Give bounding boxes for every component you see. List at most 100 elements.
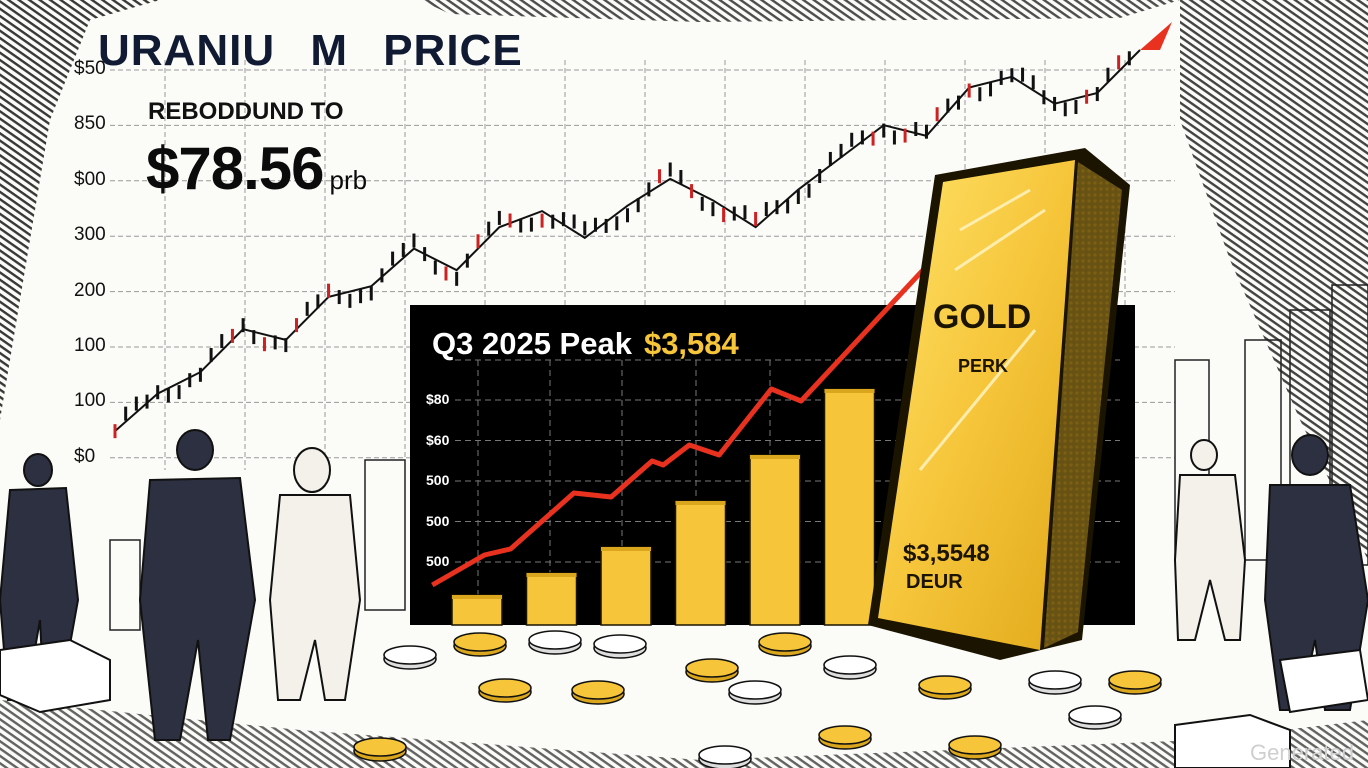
candle bbox=[252, 330, 256, 345]
candle bbox=[433, 260, 437, 275]
candle bbox=[882, 123, 886, 138]
bar bbox=[600, 546, 652, 626]
peak-label: Q3 2025 Peak $3,584 bbox=[432, 326, 739, 362]
candle bbox=[711, 202, 715, 217]
coin-icon bbox=[758, 632, 812, 652]
candle bbox=[1021, 67, 1025, 82]
candle bbox=[871, 131, 875, 146]
candle bbox=[850, 132, 854, 147]
candle bbox=[764, 202, 768, 217]
y-tick-label: 850 bbox=[74, 113, 106, 135]
coin-icon bbox=[593, 634, 647, 654]
headline-price: $78.56 prb bbox=[146, 134, 367, 203]
candle bbox=[198, 367, 202, 382]
candle bbox=[999, 70, 1003, 85]
candle bbox=[380, 268, 384, 283]
y-tick-label: $00 bbox=[74, 168, 106, 190]
coin-icon bbox=[453, 632, 507, 652]
candle bbox=[935, 107, 939, 122]
page-title: URANIU M PRICE bbox=[98, 26, 523, 75]
inner-y-tick-label: 500 bbox=[426, 553, 450, 569]
candle bbox=[1085, 89, 1089, 104]
red-trend-line bbox=[431, 243, 949, 588]
hatch-top-left bbox=[0, 0, 160, 420]
person-2 bbox=[138, 429, 257, 741]
candle bbox=[593, 217, 597, 232]
candle bbox=[1042, 90, 1046, 105]
inner-y-tick-label: 500 bbox=[426, 472, 450, 488]
coin-icon bbox=[528, 630, 582, 650]
candle bbox=[156, 385, 160, 400]
gold-sub-label: PERK bbox=[958, 356, 1009, 376]
candle bbox=[626, 208, 629, 223]
candle bbox=[860, 130, 864, 145]
candle bbox=[327, 283, 331, 298]
candle bbox=[722, 208, 726, 223]
candle bbox=[177, 385, 181, 400]
candle bbox=[839, 143, 843, 158]
candle bbox=[572, 214, 576, 229]
hatch-bottom bbox=[0, 700, 1368, 768]
candle bbox=[956, 95, 960, 110]
candle bbox=[284, 338, 288, 353]
price-line bbox=[113, 49, 1141, 439]
bar-top bbox=[526, 573, 577, 577]
candle bbox=[1117, 55, 1121, 70]
candle bbox=[230, 328, 234, 343]
candle bbox=[487, 221, 491, 236]
candle bbox=[892, 130, 896, 145]
y-tick-label: 200 bbox=[74, 279, 106, 301]
candle bbox=[188, 373, 192, 388]
candle bbox=[412, 233, 416, 248]
candle bbox=[978, 87, 982, 102]
bar-top bbox=[824, 389, 875, 393]
y-tick-label: 100 bbox=[74, 335, 106, 356]
candle bbox=[1053, 96, 1057, 111]
bar bbox=[674, 500, 727, 626]
candle bbox=[946, 98, 950, 113]
candle bbox=[807, 183, 811, 198]
candle bbox=[359, 289, 363, 304]
hatch-right bbox=[1180, 0, 1368, 560]
coin-icon bbox=[571, 680, 625, 700]
candle bbox=[455, 271, 459, 286]
bar bbox=[823, 388, 876, 626]
inner-y-tick-label: 500 bbox=[426, 512, 450, 529]
person-4 bbox=[1173, 439, 1247, 641]
watermark: Generated bbox=[1250, 740, 1354, 765]
y-tick-label: $50 bbox=[74, 58, 106, 79]
candle bbox=[124, 406, 128, 421]
y-tick-label: $0 bbox=[74, 445, 96, 467]
coin-icon bbox=[478, 678, 532, 698]
coin-icon bbox=[818, 725, 872, 745]
candle bbox=[989, 82, 993, 97]
trend-arrow-up-icon bbox=[1140, 22, 1172, 50]
bar-top bbox=[750, 455, 800, 459]
candle bbox=[273, 335, 277, 350]
candle bbox=[476, 234, 480, 249]
candle bbox=[113, 424, 117, 439]
candle bbox=[241, 318, 245, 333]
price-grid bbox=[110, 60, 1175, 470]
candle bbox=[316, 294, 320, 309]
candle bbox=[295, 318, 299, 333]
candle bbox=[561, 212, 565, 227]
candle bbox=[145, 394, 149, 409]
candle bbox=[604, 218, 608, 233]
candle bbox=[967, 83, 971, 98]
candle bbox=[583, 221, 587, 236]
candle bbox=[828, 151, 832, 166]
candle bbox=[551, 214, 555, 229]
bar-top bbox=[675, 501, 726, 505]
candle bbox=[668, 162, 672, 177]
coin-icon bbox=[1108, 670, 1162, 690]
gold-bar-image bbox=[868, 148, 1130, 660]
candle bbox=[1106, 67, 1110, 82]
candle bbox=[1127, 51, 1131, 66]
candle bbox=[647, 182, 651, 197]
coin-icon bbox=[383, 645, 437, 665]
candle bbox=[1063, 102, 1067, 117]
bar bbox=[451, 594, 503, 626]
candle bbox=[1095, 87, 1099, 102]
